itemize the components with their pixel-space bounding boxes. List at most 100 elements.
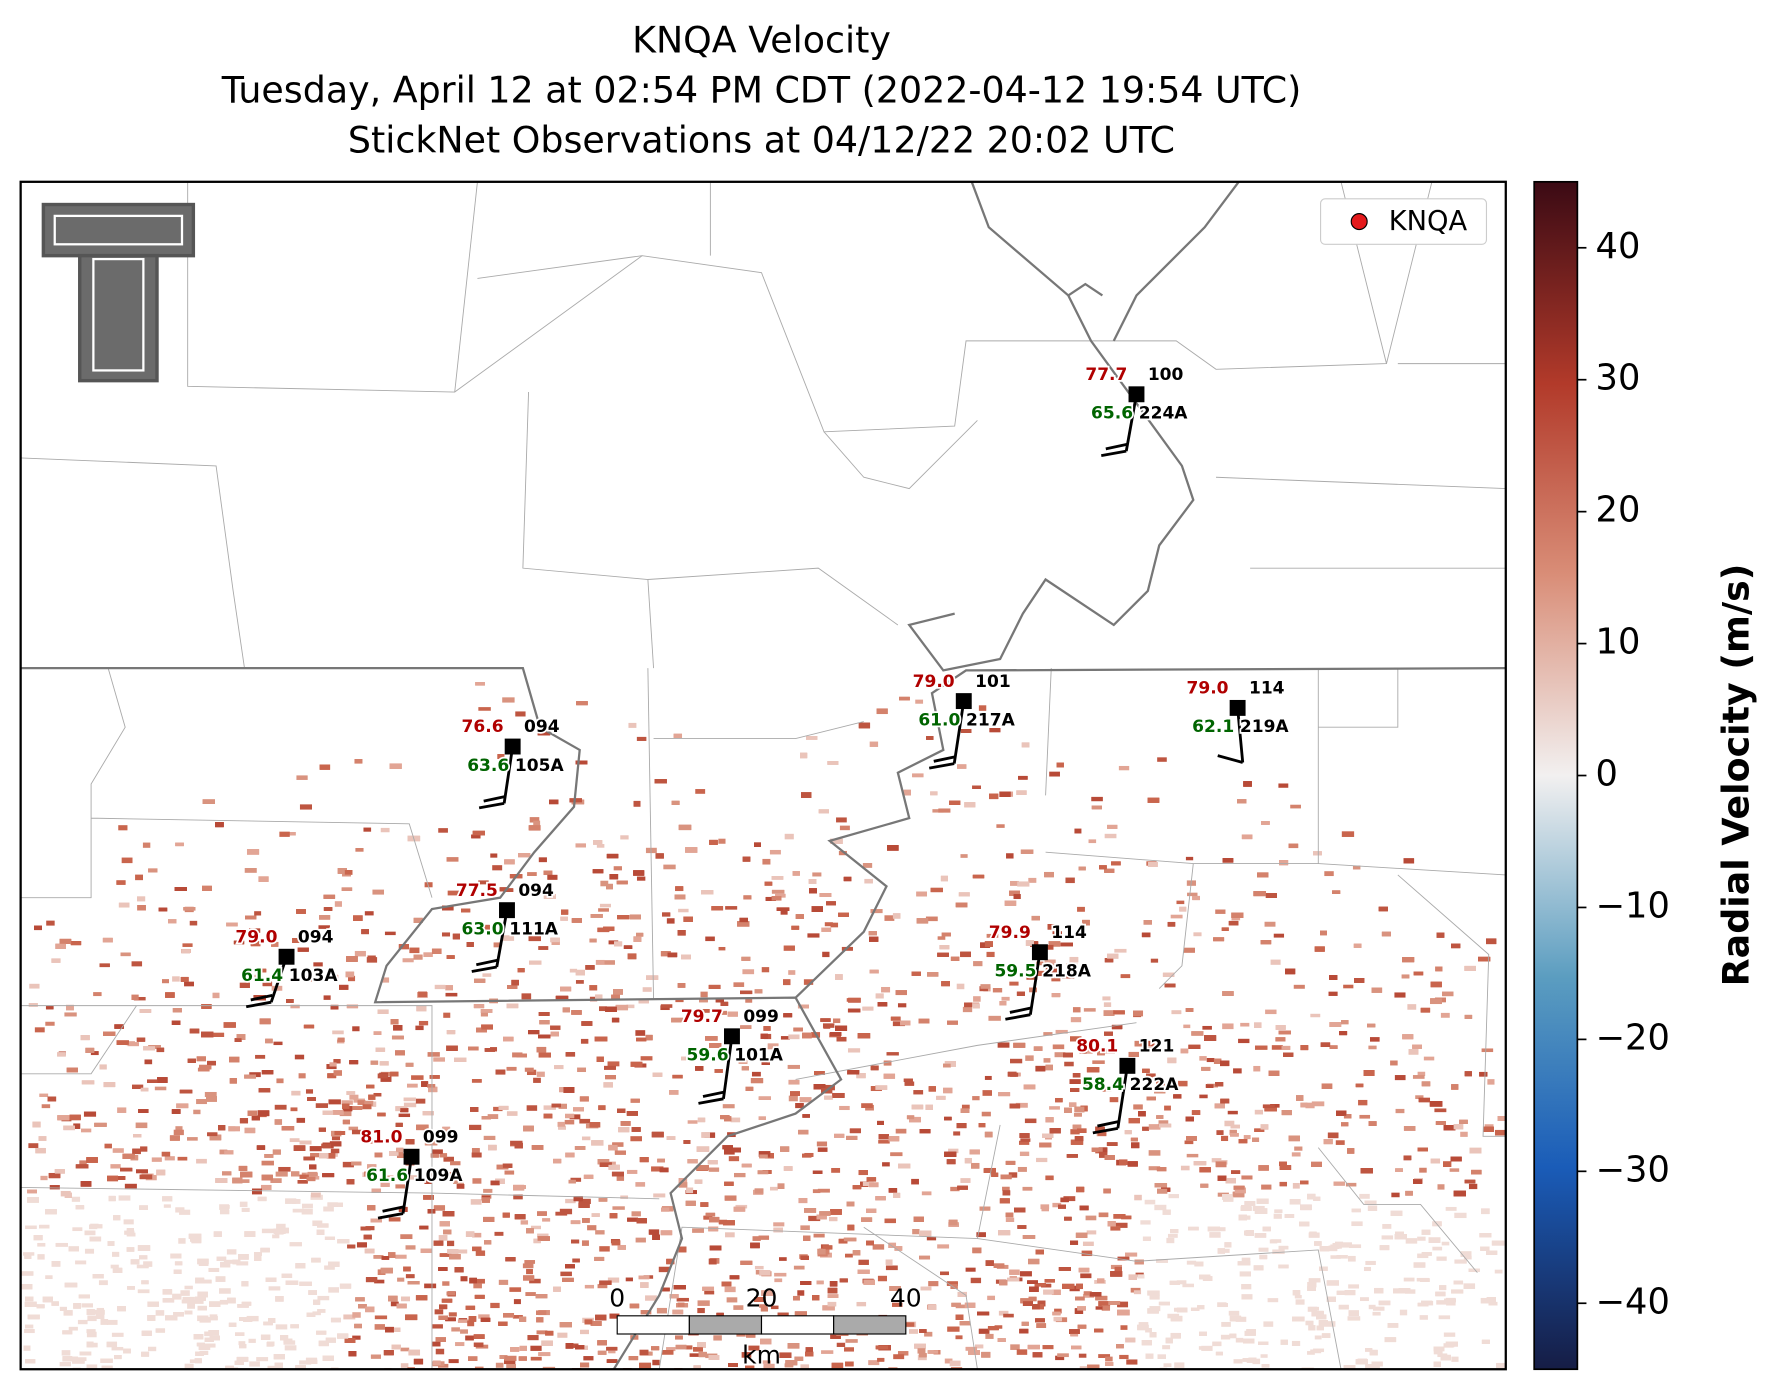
radar-echo <box>400 1347 410 1352</box>
radar-echo <box>313 962 323 967</box>
radar-echo <box>893 1354 905 1360</box>
radar-echo <box>988 1015 1001 1021</box>
radar-echo <box>560 1271 572 1277</box>
radar-echo <box>1292 1182 1300 1189</box>
radar-echo <box>1063 1196 1076 1202</box>
radar-echo <box>1399 1309 1408 1316</box>
radar-echo <box>612 1206 625 1210</box>
radar-echo <box>675 998 684 1003</box>
radar-echo <box>584 1284 595 1289</box>
radar-echo <box>812 872 822 877</box>
radar-echo <box>1158 1120 1169 1126</box>
radar-echo <box>445 992 458 997</box>
radar-echo <box>1028 877 1037 883</box>
radar-echo <box>589 985 598 991</box>
radar-echo <box>960 854 968 858</box>
radar-echo <box>1454 1259 1467 1264</box>
radar-echo <box>384 931 396 936</box>
radar-echo <box>527 1335 539 1341</box>
radar-echo <box>885 1259 893 1265</box>
radar-echo <box>685 1345 693 1350</box>
radar-echo <box>836 1342 846 1347</box>
radar-echo <box>1305 1102 1315 1109</box>
radar-echo <box>1290 804 1301 809</box>
radar-echo <box>609 1313 620 1319</box>
radar-echo <box>1489 1373 1497 1377</box>
radar-echo <box>509 1287 522 1292</box>
radar-echo <box>578 1198 591 1205</box>
radar-echo <box>938 808 951 813</box>
radar-echo <box>1359 1193 1370 1199</box>
radar-echo <box>1088 839 1097 844</box>
radar-echo <box>1323 1321 1336 1327</box>
radar-echo <box>346 1091 356 1096</box>
radar-echo <box>380 827 390 833</box>
radar-echo <box>949 1360 961 1367</box>
radar-echo <box>80 1128 92 1133</box>
radar-echo <box>1390 1060 1398 1066</box>
radar-echo <box>839 1105 850 1111</box>
radar-echo <box>1412 1075 1425 1079</box>
radar-echo <box>343 1314 356 1320</box>
radar-echo <box>1082 1241 1094 1246</box>
radar-echo <box>521 1370 531 1374</box>
radar-echo <box>836 817 847 823</box>
radar-echo <box>1017 881 1030 887</box>
radar-echo <box>397 1277 405 1282</box>
radar-echo <box>244 868 257 873</box>
radar-echo <box>61 1350 71 1356</box>
radar-echo <box>607 1277 620 1283</box>
radar-echo <box>921 1370 932 1376</box>
radar-echo <box>1064 1061 1074 1067</box>
radar-echo <box>692 1228 704 1233</box>
radar-echo <box>1174 1362 1185 1368</box>
radar-echo <box>913 1090 924 1095</box>
radar-echo <box>642 987 652 992</box>
radar-echo <box>403 1102 417 1108</box>
radar-echo <box>812 1189 821 1194</box>
radar-echo <box>847 1048 861 1053</box>
radar-echo <box>1449 1168 1460 1172</box>
radar-echo <box>863 1374 872 1379</box>
radar-echo <box>246 1315 259 1322</box>
radar-echo <box>1052 1044 1065 1050</box>
radar-echo <box>704 1290 715 1295</box>
radar-echo <box>1070 1129 1080 1135</box>
radar-echo <box>689 1353 702 1357</box>
radar-echo <box>201 1372 210 1378</box>
title-line: StickNet Observations at 04/12/22 20:02 … <box>348 118 1175 161</box>
radar-echo <box>1330 1255 1341 1259</box>
radar-echo <box>652 1359 660 1366</box>
radar-echo <box>733 982 745 987</box>
radar-echo <box>1010 880 1019 886</box>
radar-echo <box>730 1117 741 1123</box>
radar-echo <box>409 947 420 954</box>
radar-echo <box>75 1260 87 1265</box>
radar-echo <box>473 1283 482 1289</box>
radar-echo <box>111 1332 124 1337</box>
radar-echo <box>761 967 770 973</box>
radar-echo <box>283 1374 295 1378</box>
radar-echo <box>1241 1257 1251 1263</box>
radar-echo <box>575 980 584 984</box>
radar-echo <box>1311 1101 1325 1107</box>
radar-echo <box>895 1128 907 1134</box>
radar-echo <box>155 1310 165 1316</box>
radar-echo <box>474 1278 485 1284</box>
radar-echo <box>220 1204 230 1209</box>
radar-echo <box>446 857 459 862</box>
radar-echo <box>864 878 873 884</box>
radar-echo <box>1001 996 1010 1001</box>
radar-echo <box>714 1069 723 1073</box>
radar-echo <box>76 1370 84 1375</box>
radar-echo <box>830 922 839 928</box>
radar-echo <box>1253 1065 1261 1072</box>
radar-echo <box>1081 1250 1093 1257</box>
radar-echo <box>1036 961 1044 966</box>
radar-echo <box>434 984 446 990</box>
radar-echo <box>1222 1023 1234 1030</box>
radar-echo <box>1019 1151 1030 1157</box>
radar-echo <box>878 1140 890 1144</box>
radar-echo <box>1433 1349 1443 1355</box>
radar-echo <box>415 1098 426 1104</box>
